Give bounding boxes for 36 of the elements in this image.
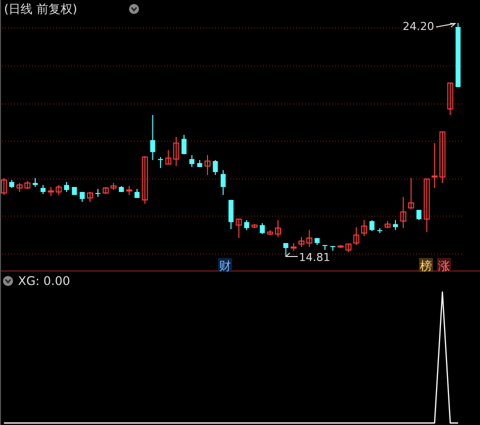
- candlestick: [353, 226, 360, 246]
- candlestick: [150, 114, 156, 161]
- text: 榜: [420, 259, 432, 273]
- candlestick: [283, 242, 288, 258]
- candlestick: [447, 82, 454, 116]
- candlestick: [274, 220, 281, 238]
- candlestick: [236, 218, 242, 239]
- candlestick: [228, 199, 234, 230]
- candlestick: [432, 142, 438, 188]
- candlestick: [400, 196, 406, 229]
- text: 财: [219, 259, 231, 273]
- candlestick: [142, 156, 148, 204]
- annotation: 14.81: [298, 251, 330, 264]
- candlestick: [298, 236, 304, 248]
- candlestick: [408, 178, 414, 210]
- candlestick: [424, 178, 430, 233]
- candlestick: [361, 220, 368, 237]
- candlestick: [204, 154, 211, 176]
- candlestick: [306, 230, 312, 248]
- candlestick: [439, 131, 446, 184]
- candlestick: [64, 181, 70, 192]
- candlestick: [392, 220, 398, 231]
- chart-title: XG: 0.00: [18, 274, 70, 288]
- candlestick: [369, 220, 374, 232]
- candlestick: [182, 134, 187, 155]
- candlestick: [158, 156, 164, 169]
- annotation: 24.20: [402, 20, 434, 33]
- chart-title: (日线 前复权): [4, 2, 78, 16]
- candlestick: [87, 191, 94, 202]
- candlestick: [260, 222, 265, 235]
- candlestick: [244, 220, 250, 231]
- text: 涨: [438, 259, 450, 273]
- candlestick: [212, 160, 218, 176]
- candlestick: [189, 154, 194, 168]
- candlestick: [0, 178, 7, 196]
- candlestick: [220, 170, 226, 196]
